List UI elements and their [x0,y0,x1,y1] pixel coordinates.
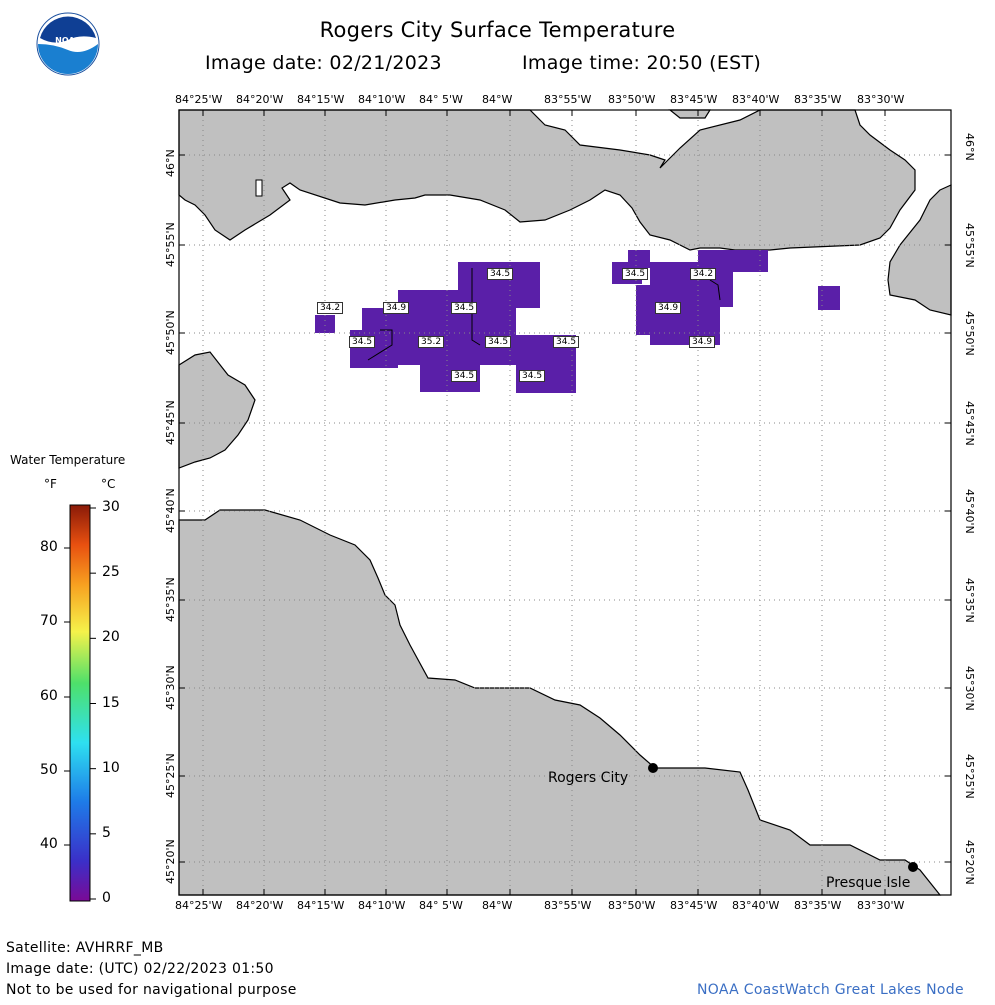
temperature-value-label: 34.5 [553,336,580,348]
lon-label-top: 83°30'W [857,93,905,106]
lon-label-bottom: 84°25'W [175,899,223,912]
land-west-point [178,351,256,469]
lat-label-left: 45°25'N [164,753,177,798]
lon-label-bottom: 83°55'W [544,899,592,912]
lon-label-top: 83°35'W [794,93,842,106]
lat-label-left: 45°50'N [164,310,177,355]
lon-label-bottom: 84° 5'W [419,899,463,912]
lon-label-bottom: 84°W [482,899,513,912]
lon-label-bottom: 83°50'W [608,899,656,912]
land-south-shore [178,509,942,896]
lon-label-bottom: 84°10'W [358,899,406,912]
lon-label-top: 83°55'W [544,93,592,106]
legend-tick-f: 40 [40,836,58,852]
legend-tick-c: 30 [102,499,120,515]
image-time: Image time: 20:50 (EST) [522,52,762,74]
lon-label-top: 83°50'W [608,93,656,106]
lon-label-top: 83°40'W [732,93,780,106]
lon-label-top: 84°20'W [236,93,284,106]
map-title: Rogers City Surface Temperature [319,18,676,42]
lat-label-left: 46°N [164,149,177,177]
temperature-value-label: 34.9 [383,302,410,314]
legend-tick-c: 0 [102,890,111,906]
footer-satellite: Satellite: AVHRRF_MB [6,940,164,956]
lon-label-top: 84°15'W [297,93,345,106]
legend-tick-c: 15 [102,694,120,711]
temperature-value-label: 34.5 [487,268,514,280]
lat-label-left: 45°20'N [164,839,177,884]
temperature-value-label: 34.2 [317,302,344,314]
legend-tick-f: 80 [40,539,58,555]
legend-colorbar [64,504,96,902]
lat-label-left: 45°45'N [164,400,177,445]
lon-label-top: 84°10'W [358,93,406,106]
legend-tick-c: 25 [102,564,120,581]
footer-utc-date: Image date: (UTC) 02/22/2023 01:50 [6,961,274,977]
temperature-value-label: 35.2 [418,336,445,348]
lon-label-top: 84°W [482,93,513,106]
lon-label-bottom: 84°20'W [236,899,284,912]
temperature-value-label: 34.5 [451,370,478,382]
lat-label-right: 45°30'N [963,666,976,711]
lat-label-right: 45°25'N [963,754,976,799]
legend-tick-f: 60 [40,688,58,704]
lon-label-top: 84° 5'W [419,93,463,106]
lat-label-left: 45°40'N [164,488,177,533]
temperature-value-label: 34.5 [622,268,649,280]
temperature-value-label: 34.5 [485,336,512,348]
rogers-city-marker [648,763,658,773]
lon-label-top: 84°25'W [175,93,223,106]
legend-tick-c: 20 [102,629,120,646]
footer-node: NOAA CoastWatch Great Lakes Node [697,982,964,998]
temperature-value-label: 34.5 [451,302,478,314]
noaa-logo-icon: NOAA [36,12,100,76]
city-label-rogers-city: Rogers City [548,770,629,786]
lat-label-right: 45°45'N [963,401,976,446]
legend-unit-f: °F [44,477,57,491]
lon-label-top: 83°45'W [670,93,718,106]
legend-title: Water Temperature [10,453,126,467]
noaa-logo-text: NOAA [55,36,81,45]
lat-label-right: 46°N [963,133,976,161]
lat-label-right: 45°50'N [963,311,976,356]
lat-label-right: 45°40'N [963,489,976,534]
temperature-value-label: 34.9 [689,336,716,348]
land-north-shore [178,109,916,251]
city-label-presque-isle: Presque Isle [826,875,911,891]
presque-isle-marker [908,862,918,872]
image-date: Image date: 02/21/2023 [205,52,442,74]
temperature-value-label: 34.5 [349,336,376,348]
legend-tick-c: 10 [102,759,120,776]
lon-label-bottom: 83°35'W [794,899,842,912]
lat-label-right: 45°35'N [963,578,976,623]
legend-tick-c: 5 [102,824,111,841]
legend-tick-f: 70 [40,613,58,629]
lat-label-left: 45°35'N [164,577,177,622]
lon-label-bottom: 84°15'W [297,899,345,912]
footer-warning: Not to be used for navigational purpose [6,982,297,998]
lon-label-bottom: 83°45'W [670,899,718,912]
legend-unit-c: °C [101,477,116,491]
lon-label-bottom: 83°30'W [857,899,905,912]
temperature-value-label: 34.9 [655,302,682,314]
lon-label-bottom: 83°40'W [732,899,780,912]
temperature-value-label: 34.5 [519,370,546,382]
lat-label-left: 45°55'N [164,222,177,267]
temperature-value-label: 34.2 [690,268,717,280]
legend-tick-f: 50 [40,762,58,778]
lat-label-right: 45°55'N [963,223,976,268]
lat-label-left: 45°30'N [164,665,177,710]
lat-label-right: 45°20'N [963,840,976,885]
